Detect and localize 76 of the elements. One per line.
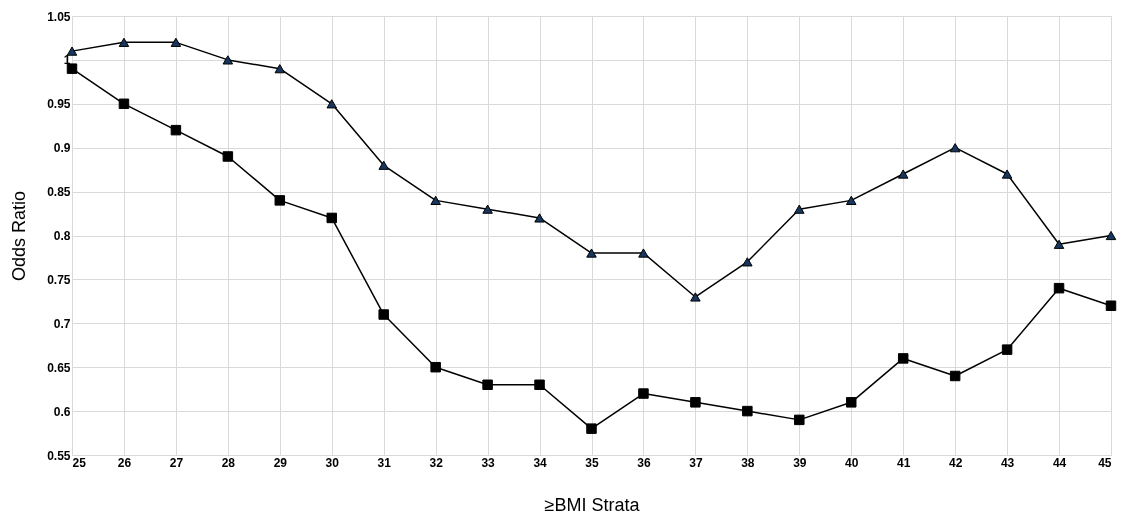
point <box>326 212 337 224</box>
point <box>846 195 857 205</box>
point <box>222 55 234 65</box>
point <box>690 292 701 302</box>
point <box>118 37 130 47</box>
point <box>846 397 857 408</box>
point <box>1001 169 1013 179</box>
point <box>326 99 337 109</box>
point <box>638 388 649 399</box>
point <box>1053 239 1065 249</box>
y-tick-label: 0.65 <box>47 360 71 375</box>
x-tick-label: 29 <box>273 455 288 470</box>
x-tick-label: 33 <box>481 455 496 470</box>
x-axis-title: ≥BMI Strata <box>544 494 641 515</box>
x-tick-label: 34 <box>533 455 548 470</box>
x-tick-label: 27 <box>169 455 184 470</box>
y-tick-label: 1.05 <box>47 9 71 24</box>
point <box>897 169 909 179</box>
point <box>170 37 182 47</box>
x-tick-label: 45 <box>1098 455 1112 470</box>
x-tick-label: 38 <box>741 455 755 470</box>
x-tick-label: 42 <box>948 455 963 470</box>
x-tick-label: 37 <box>689 455 703 470</box>
x-tick-label: 39 <box>793 455 807 470</box>
x-tick-label: 32 <box>429 455 444 470</box>
point <box>430 195 441 205</box>
y-tick-label: 0.95 <box>47 97 71 112</box>
point <box>274 64 286 74</box>
x-tick-label: 25 <box>72 455 87 470</box>
y-tick-label: 0.8 <box>53 229 71 243</box>
point <box>690 397 701 408</box>
point <box>742 257 753 267</box>
x-tick-label: 43 <box>1000 455 1015 470</box>
point <box>118 98 130 110</box>
y-axis-title: Odds Ratio <box>9 190 30 282</box>
x-tick-label: 26 <box>117 455 132 470</box>
y-tick-label: 0.55 <box>47 448 71 463</box>
point <box>66 63 78 74</box>
y-tick-label: 0.6 <box>53 404 71 419</box>
x-tick-label: 31 <box>377 455 392 470</box>
x-tick-label: 41 <box>897 455 911 470</box>
point <box>794 414 805 426</box>
y-tick-label: 0.7 <box>53 316 71 331</box>
y-tick-label: 1 <box>63 53 71 68</box>
x-tick-label: 28 <box>221 455 236 470</box>
point <box>378 309 389 320</box>
point <box>1053 282 1065 294</box>
y-tick-label: 0.9 <box>53 141 71 156</box>
point <box>222 151 234 162</box>
point <box>586 423 597 434</box>
point <box>586 248 597 258</box>
point <box>66 46 78 56</box>
point <box>1105 300 1117 311</box>
point <box>274 195 286 206</box>
x-tick-label: 35 <box>585 455 599 470</box>
point <box>534 213 545 223</box>
point <box>1105 230 1117 241</box>
x-tick-label: 44 <box>1052 455 1067 470</box>
x-tick-label: 40 <box>845 455 859 470</box>
point <box>482 379 493 390</box>
point <box>430 361 441 373</box>
point <box>378 160 389 170</box>
point <box>949 370 961 382</box>
y-tick-label: 0.85 <box>47 185 71 200</box>
x-tick-label: 30 <box>325 455 340 470</box>
point <box>1001 344 1013 355</box>
y-tick-label: 0.75 <box>47 272 71 287</box>
point <box>534 379 545 390</box>
point <box>742 405 753 417</box>
point <box>949 143 961 153</box>
point <box>794 204 805 214</box>
point <box>482 204 493 214</box>
x-tick-label: 36 <box>637 455 651 470</box>
point <box>897 353 909 364</box>
point <box>638 248 649 258</box>
point <box>170 124 182 136</box>
